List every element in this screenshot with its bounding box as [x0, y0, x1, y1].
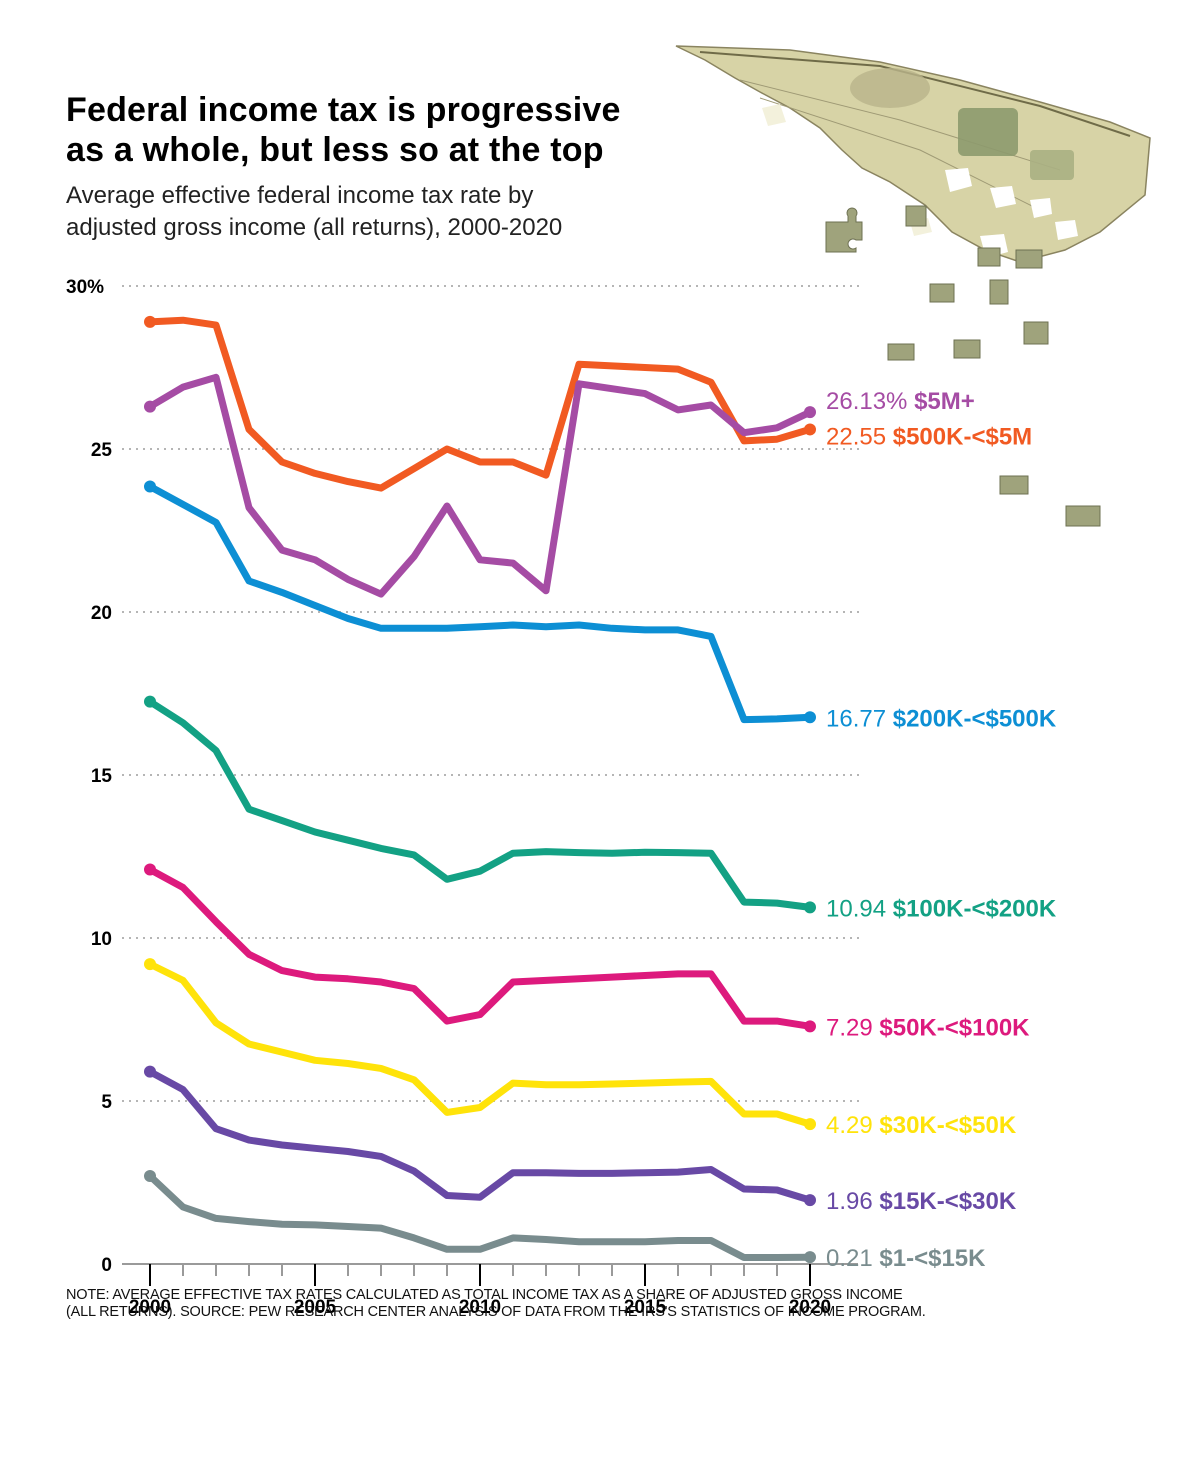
end-point-5m-plus	[804, 406, 816, 419]
start-point-200k-lt-500k	[144, 480, 156, 493]
series-line-1-lt-15k	[146, 1172, 814, 1261]
chart-note: NOTE: AVERAGE EFFECTIVE TAX RATES CALCUL…	[66, 1287, 1126, 1321]
start-point-1-lt-15k	[144, 1169, 156, 1182]
start-point-500k-lt-5m	[144, 315, 156, 328]
chart-subtitle-line-2: adjusted gross income (all returns), 200…	[66, 214, 563, 241]
end-label-value-50k-lt-100k: 7.29	[826, 1014, 879, 1041]
y-tick-label-30: 30%	[66, 277, 104, 298]
end-point-15k-lt-30k	[804, 1194, 816, 1207]
end-labels: 22.55 $500K-<$5M 26.13% $5M+ 16.77 $200K-<…	[826, 388, 1057, 1272]
series-line-500k-lt-5m	[146, 316, 814, 492]
x-tick-label-2000: 2000	[129, 1297, 171, 1318]
chart-title-line-2: as a whole, but less so at the top	[66, 131, 604, 169]
gridlines	[122, 285, 862, 1102]
end-label-30k-lt-50k: 4.29 $30K-<$50K	[826, 1112, 1017, 1139]
end-label-name-15k-lt-30k: $15K-<$30K	[879, 1188, 1016, 1215]
end-label-name-200k-lt-500k: $200K-<$500K	[893, 705, 1057, 732]
end-label-name-5m-plus: $5M+	[914, 388, 975, 415]
y-tick-label-10: 10	[91, 929, 112, 950]
axes: 0 5 10 15 20 25 30% 2000 2005 2010 2015 2020	[66, 277, 858, 1318]
series-lines	[144, 315, 816, 1264]
end-point-200k-lt-500k	[804, 711, 816, 724]
end-point-50k-lt-100k	[804, 1020, 816, 1033]
end-label-value-200k-lt-500k: 16.77	[826, 705, 893, 732]
y-tick-label-5: 5	[101, 1092, 112, 1113]
end-label-100k-lt-200k: 10.94 $100K-<$200K	[826, 895, 1057, 922]
end-label-1-lt-15k: 0.21 $1-<$15K	[826, 1245, 986, 1272]
series-line-5m-plus	[146, 373, 814, 598]
x-tick-label-2015: 2015	[624, 1297, 667, 1318]
y-tick-label-15: 15	[91, 766, 113, 787]
end-label-50k-lt-100k: 7.29 $50K-<$100K	[826, 1014, 1030, 1041]
end-label-value-15k-lt-30k: 1.96	[826, 1188, 879, 1215]
series-line-200k-lt-500k	[146, 483, 814, 724]
y-tick-label-0: 0	[101, 1255, 112, 1276]
x-tick-label-2020: 2020	[789, 1297, 831, 1318]
end-label-value-100k-lt-200k: 10.94	[826, 895, 893, 922]
chart-title-line-1: Federal income tax is progressive	[66, 91, 621, 129]
end-label-value-5m-plus: 26.13%	[826, 388, 914, 415]
start-point-15k-lt-30k	[144, 1065, 156, 1078]
y-tick-label-20: 20	[91, 603, 112, 624]
x-tick-label-2005: 2005	[294, 1297, 337, 1318]
end-label-value-500k-lt-5m: 22.55	[826, 423, 893, 450]
end-label-500k-lt-5m: 22.55 $500K-<$5M	[826, 423, 1032, 450]
end-point-500k-lt-5m	[804, 423, 816, 436]
end-label-value-30k-lt-50k: 4.29	[826, 1112, 879, 1139]
y-tick-label-25: 25	[91, 440, 113, 461]
start-point-50k-lt-100k	[144, 863, 156, 876]
end-label-value-1-lt-15k: 0.21	[826, 1245, 879, 1272]
end-label-200k-lt-500k: 16.77 $200K-<$500K	[826, 705, 1057, 732]
start-point-30k-lt-50k	[144, 958, 156, 971]
series-line-100k-lt-200k	[146, 698, 814, 911]
start-point-5m-plus	[144, 400, 156, 413]
chart-note-line-2: (ALL RETURNS). SOURCE: PEW RESEARCH CENT…	[66, 1304, 926, 1320]
series-line-30k-lt-50k	[146, 960, 814, 1128]
chart-title: Federal income tax is progressive as a w…	[66, 90, 621, 170]
end-label-name-50k-lt-100k: $50K-<$100K	[879, 1014, 1030, 1041]
end-label-name-100k-lt-200k: $100K-<$200K	[893, 895, 1057, 922]
end-label-15k-lt-30k: 1.96 $15K-<$30K	[826, 1188, 1017, 1215]
end-label-name-30k-lt-50k: $30K-<$50K	[879, 1112, 1016, 1139]
chart-note-line-1: NOTE: AVERAGE EFFECTIVE TAX RATES CALCUL…	[66, 1287, 903, 1303]
end-label-name-500k-lt-5m: $500K-<$5M	[893, 423, 1032, 450]
end-point-30k-lt-50k	[804, 1118, 816, 1131]
chart-subtitle-line-1: Average effective federal income tax rat…	[66, 182, 534, 209]
end-label-5m-plus: 26.13% $5M+	[826, 388, 975, 415]
x-tick-label-2010: 2010	[459, 1297, 501, 1318]
end-label-name-1-lt-15k: $1-<$15K	[879, 1245, 986, 1272]
torn-dollar-bill-puzzle-illustration	[675, 45, 1151, 527]
end-point-100k-lt-200k	[804, 901, 816, 914]
start-point-100k-lt-200k	[144, 695, 156, 708]
end-point-1-lt-15k	[804, 1251, 816, 1264]
series-line-50k-lt-100k	[146, 866, 814, 1030]
chart-subtitle: Average effective federal income tax rat…	[66, 180, 562, 244]
series-line-15k-lt-30k	[146, 1068, 814, 1204]
